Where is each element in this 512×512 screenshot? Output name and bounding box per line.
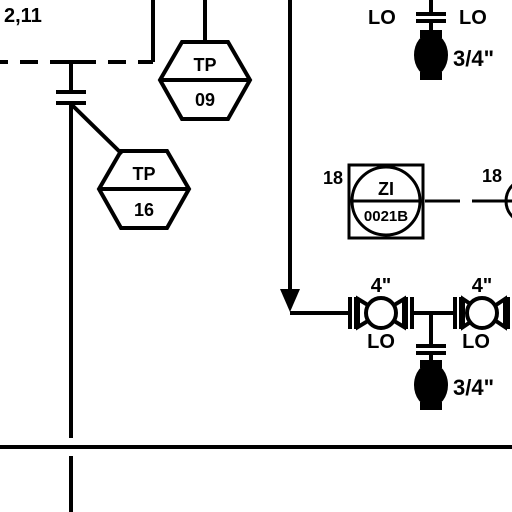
- indicator-left-label: 18: [323, 168, 343, 188]
- indicator-number-label: 0021B: [364, 208, 408, 225]
- lock-label: LO: [462, 331, 490, 353]
- indicator-function-label: ZI: [378, 179, 394, 199]
- gate-valve-left: 4" LO: [348, 275, 414, 353]
- instrument-tp-16: TP 16: [96, 149, 192, 230]
- valve-body-icon: [414, 363, 448, 407]
- drain-valve-top: LO LO 3/4": [368, 0, 494, 80]
- valve-size-label: 3/4": [453, 46, 494, 71]
- valve-body-icon: [414, 33, 448, 77]
- gate-valve-right: 4" LO: [453, 275, 510, 353]
- drawing-ref-label: 2,11: [4, 5, 42, 27]
- instrument-function-label: TP: [132, 164, 155, 184]
- instrument-number-label: 09: [195, 90, 215, 110]
- signal-line-dashed: [0, 0, 155, 64]
- lock-label: LO: [367, 331, 395, 353]
- coupling-symbol: [56, 90, 86, 105]
- valve-size-label: 3/4": [453, 375, 494, 400]
- indicator-right-connection: 18: [472, 166, 512, 219]
- flow-arrow-icon: [280, 289, 300, 312]
- valve-size-label: 4": [472, 275, 493, 297]
- tee-connection: [412, 311, 455, 360]
- lock-label-right: LO: [459, 7, 487, 29]
- leader-line-tp-16: [70, 103, 124, 156]
- flow-line-with-arrow: [280, 0, 352, 315]
- valve-size-label: 4": [371, 275, 392, 297]
- instrument-function-label: TP: [193, 55, 216, 75]
- lock-label-left: LO: [368, 7, 396, 29]
- drain-valve-bottom: 3/4": [414, 360, 494, 410]
- instrument-tp-09: TP 09: [157, 40, 253, 121]
- instrument-number-label: 16: [134, 200, 154, 220]
- indicator-zi-0021b: ZI 0021B 18: [323, 163, 460, 240]
- indicator-right-label: 18: [482, 166, 502, 186]
